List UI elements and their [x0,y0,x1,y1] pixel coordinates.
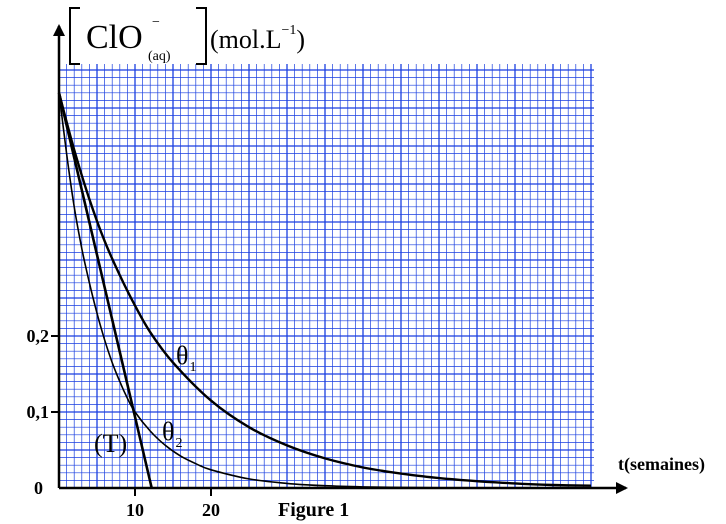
label-theta2: θ2 [162,417,182,451]
x-axis-label: t(semaines) [618,454,705,475]
origin-label: 0 [34,478,43,498]
figure-caption: Figure 1 [278,499,349,521]
ylabel-state: (aq) [148,49,171,64]
left-bracket [69,7,80,65]
curve-theta2 [58,92,440,489]
y-tick-label: 0,1 [27,402,50,422]
tangent-line [57,92,153,489]
plot-grid [58,64,594,489]
x-tick-label: 10 [126,500,144,520]
label-tangent: (T) [94,429,127,458]
ylabel-species: ClO [86,19,143,56]
right-bracket [196,7,207,65]
ylabel-charge: − [152,15,160,30]
x-tick-label: 20 [202,500,220,520]
axis-ticks: 0,1 0,2 10 20 [27,326,221,520]
ylabel-unit: (mol.L−1) [210,23,305,54]
label-theta1: θ1 [176,341,196,375]
y-axis-label: ClO − (aq) (mol.L−1) [69,7,305,65]
y-tick-label: 0,2 [27,326,50,346]
curves [57,92,592,489]
curve-theta1 [57,92,592,487]
